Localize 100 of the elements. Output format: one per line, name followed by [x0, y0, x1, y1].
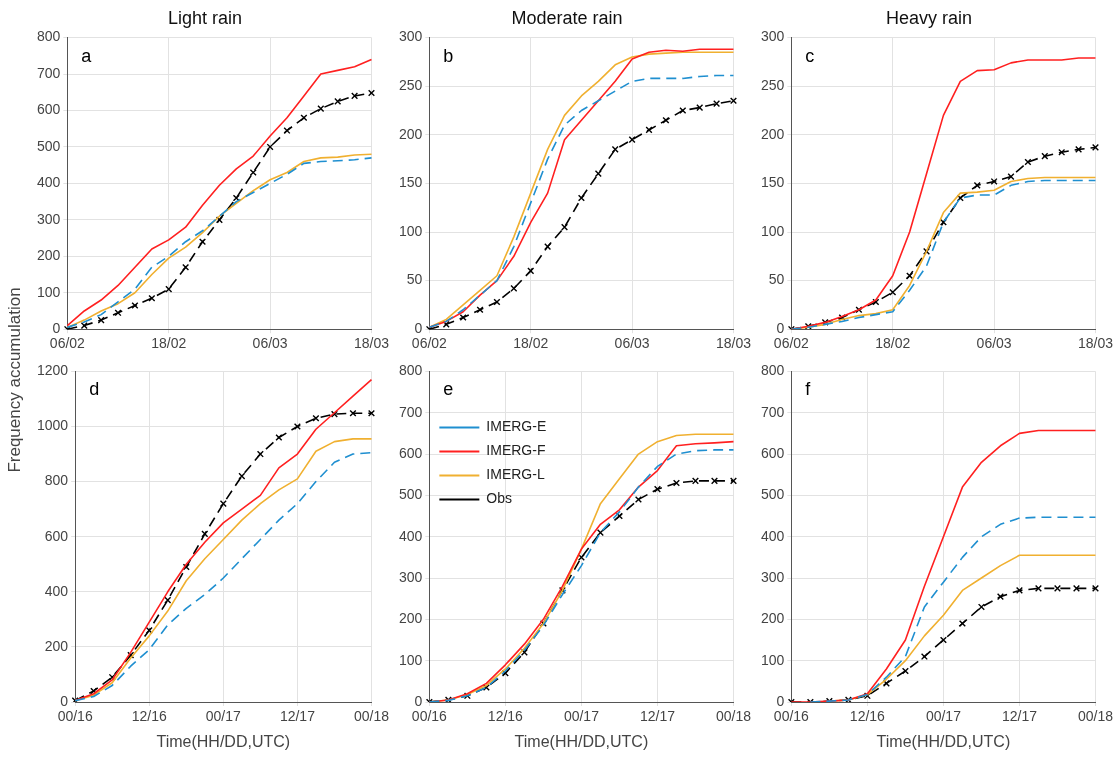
x-tick-label: 18/03: [1077, 335, 1114, 352]
point: [256, 450, 264, 458]
point: [201, 530, 209, 538]
point: [351, 92, 359, 100]
y-tick-label: 200: [761, 125, 785, 142]
point: [1041, 152, 1049, 160]
x-tick-label: 18/03: [353, 335, 390, 352]
y-tick-label: 600: [37, 101, 61, 118]
point: [182, 263, 190, 271]
legend-label: IMERG-F: [486, 442, 546, 459]
chart-title: Moderate rain: [511, 7, 623, 28]
point: [973, 181, 981, 189]
point: [679, 106, 687, 115]
y-tick-label: 0: [776, 320, 785, 337]
point: [906, 272, 914, 280]
y-tick-label: 800: [761, 362, 785, 379]
x-tick-label: 12/17: [279, 708, 316, 725]
y-tick-label: 800: [37, 28, 61, 45]
point: [996, 593, 1004, 601]
point: [713, 100, 721, 108]
x-tick-label: 18/02: [151, 335, 187, 352]
point: [334, 97, 342, 105]
point: [1058, 148, 1066, 156]
y-tick-label: 0: [776, 692, 785, 709]
point: [114, 309, 122, 317]
x-tick-label: 18/03: [715, 335, 752, 352]
y-tick-label: 300: [37, 210, 61, 227]
point: [939, 636, 947, 644]
x-tick-label: 06/03: [976, 335, 1012, 352]
x-axis-title: Time(HH/DD,UTC): [156, 732, 291, 750]
x-axis-title: Time(HH/DD,UTC): [876, 732, 1011, 750]
point: [1075, 145, 1083, 153]
x-tick-label: 18/02: [875, 335, 911, 352]
point: [653, 485, 661, 493]
point: [1034, 584, 1042, 592]
point: [901, 667, 909, 675]
point: [561, 223, 569, 231]
y-tick-label: 1000: [36, 417, 69, 434]
point: [1015, 586, 1023, 594]
point: [148, 294, 156, 302]
point: [628, 136, 636, 144]
y-tick-label: 150: [761, 174, 785, 191]
point: [696, 104, 704, 112]
point: [510, 284, 518, 292]
point: [544, 243, 552, 251]
x-tick-label: 06/02: [49, 335, 86, 352]
y-tick-label: 200: [399, 125, 423, 142]
y-tick-label: 100: [399, 651, 423, 668]
x-tick-label: 00/17: [205, 708, 242, 725]
y-tick-label: 100: [761, 222, 785, 239]
y-tick-label: 500: [37, 137, 61, 154]
y-tick-label: 50: [406, 271, 423, 288]
point: [577, 194, 585, 202]
y-tick-label: 0: [414, 692, 423, 709]
point: [367, 409, 376, 417]
point: [527, 267, 535, 275]
x-tick-label: 00/18: [353, 708, 390, 725]
y-tick-label: 300: [761, 568, 785, 585]
point: [238, 472, 246, 480]
y-tick-label: 200: [37, 247, 61, 264]
y-tick-label: 1200: [36, 362, 69, 379]
x-axis-title: Time(HH/DD,UTC): [514, 732, 649, 750]
point: [249, 168, 257, 176]
annotation: b: [443, 45, 454, 66]
point: [672, 479, 680, 487]
point: [1091, 584, 1100, 592]
y-tick-label: 400: [761, 527, 785, 544]
y-tick-label: 500: [761, 486, 785, 503]
point: [97, 316, 105, 324]
point: [283, 127, 291, 135]
point: [990, 177, 998, 185]
y-tick-label: 0: [52, 320, 61, 337]
point: [493, 298, 501, 306]
point: [710, 477, 718, 485]
x-tick-label: 00/16: [773, 708, 810, 725]
point: [219, 500, 227, 508]
point: [476, 306, 484, 314]
annotation: e: [443, 379, 454, 400]
y-tick-label: 300: [399, 28, 423, 45]
y-tick-label: 700: [761, 403, 785, 420]
y-tick-label: 200: [44, 637, 69, 654]
chart-title: Light rain: [167, 7, 243, 28]
y-tick-label: 700: [37, 64, 61, 81]
y-tick-label: 100: [37, 283, 61, 300]
x-tick-label: 12/16: [849, 708, 886, 725]
y-tick-label: 600: [44, 527, 69, 544]
point: [165, 285, 173, 293]
x-tick-label: 06/02: [411, 335, 448, 352]
y-tick-label: 50: [768, 271, 785, 288]
x-tick-label: 00/17: [563, 708, 600, 725]
point: [300, 114, 308, 122]
point: [594, 170, 602, 178]
x-tick-label: 00/16: [57, 708, 93, 725]
point: [729, 97, 738, 105]
point: [634, 495, 642, 504]
x-tick-label: 00/17: [925, 708, 962, 725]
point: [729, 477, 738, 485]
annotation: a: [81, 45, 93, 66]
annotation: d: [89, 379, 100, 400]
x-tick-label: 12/16: [131, 708, 167, 725]
